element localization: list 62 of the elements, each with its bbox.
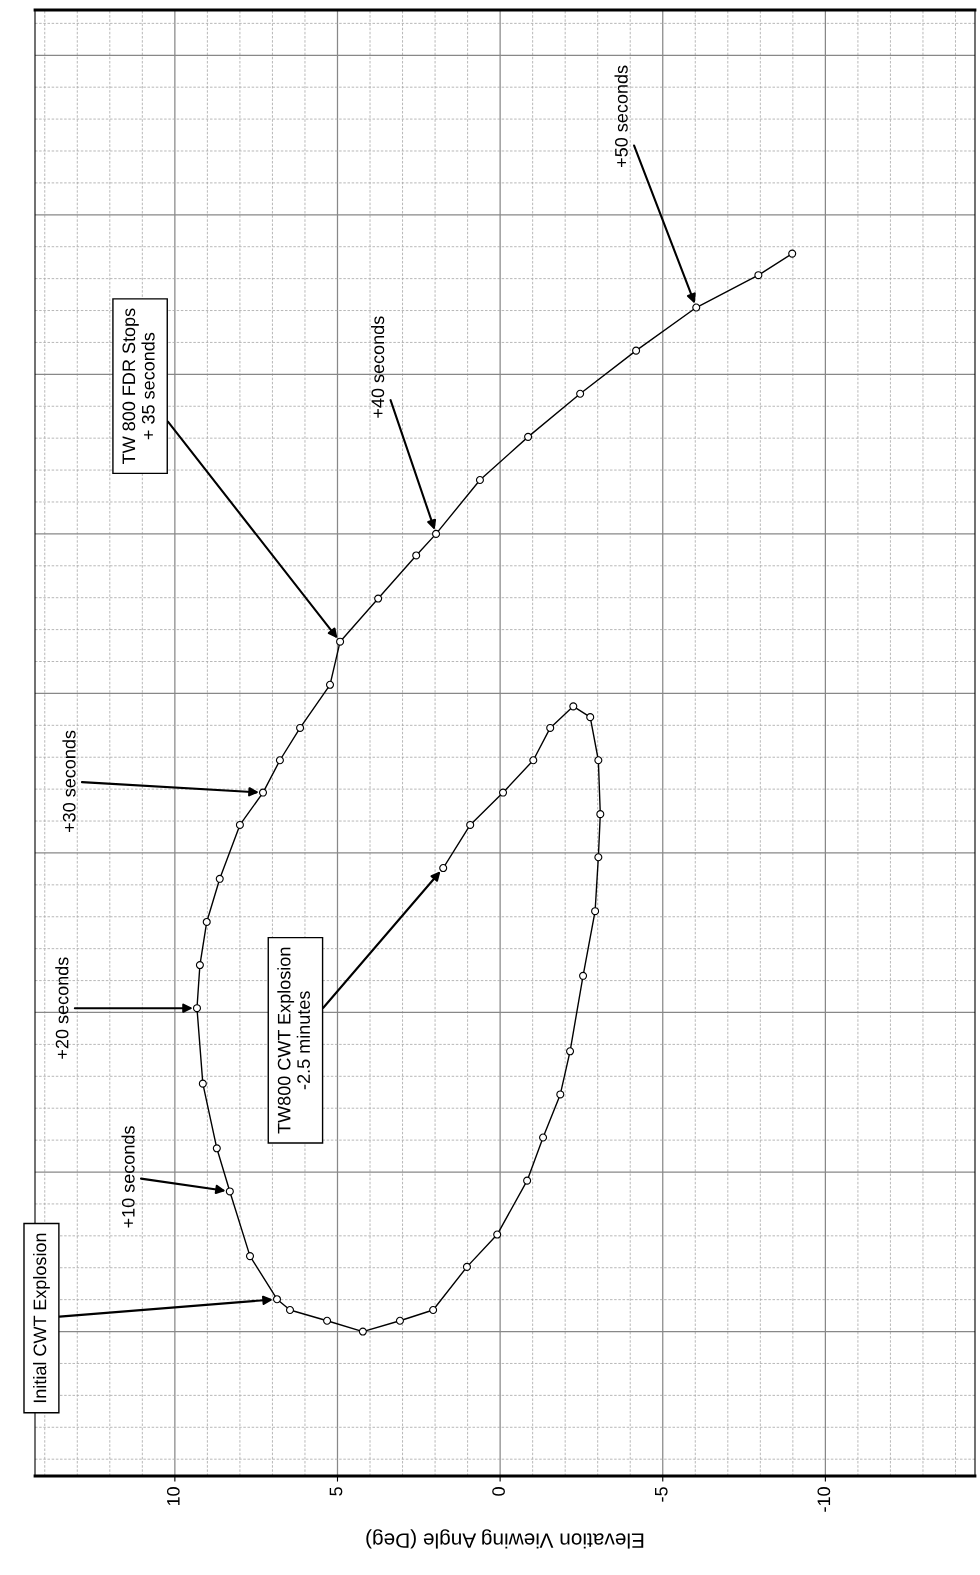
point bbox=[576, 389, 585, 398]
point bbox=[596, 810, 605, 819]
point bbox=[692, 303, 701, 312]
x-tick-label: -10 bbox=[817, 1487, 831, 1512]
point bbox=[285, 1305, 295, 1315]
point bbox=[524, 432, 533, 441]
point bbox=[466, 820, 475, 829]
point bbox=[754, 271, 763, 280]
point bbox=[594, 756, 603, 765]
point bbox=[192, 1004, 202, 1013]
x-tick-label: -5 bbox=[655, 1487, 668, 1502]
point bbox=[258, 788, 268, 797]
point bbox=[202, 917, 211, 926]
annotation: +30 seconds bbox=[62, 730, 76, 833]
point bbox=[235, 820, 244, 829]
point bbox=[212, 1144, 221, 1153]
point bbox=[198, 1079, 207, 1088]
point bbox=[546, 723, 555, 732]
point bbox=[539, 1133, 548, 1142]
annotation: TW800 CWT Explosion -2.5 minutes bbox=[277, 947, 310, 1134]
point bbox=[296, 723, 305, 732]
point bbox=[225, 1187, 234, 1196]
point bbox=[579, 971, 588, 980]
annotation: TW 800 FDR Stops + 35 seconds bbox=[122, 308, 155, 464]
point bbox=[358, 1327, 367, 1336]
point bbox=[429, 1305, 438, 1315]
point bbox=[462, 1262, 471, 1271]
point bbox=[591, 907, 600, 916]
point bbox=[529, 756, 538, 765]
point bbox=[272, 1295, 282, 1304]
annotation: Initial CWT Explosion bbox=[33, 1233, 50, 1403]
point bbox=[439, 864, 448, 873]
point bbox=[499, 788, 508, 797]
point bbox=[586, 713, 595, 722]
point bbox=[788, 249, 797, 258]
annotation: +40 seconds bbox=[370, 316, 385, 418]
point bbox=[336, 637, 345, 646]
point bbox=[493, 1230, 502, 1239]
point bbox=[566, 1047, 575, 1056]
point bbox=[632, 346, 641, 355]
point bbox=[594, 853, 603, 862]
point bbox=[432, 529, 441, 538]
point bbox=[325, 680, 335, 689]
point bbox=[395, 1316, 404, 1325]
x-tick-label: 10 bbox=[166, 1487, 180, 1506]
point bbox=[374, 594, 383, 603]
annotation: +20 seconds bbox=[55, 957, 69, 1059]
point bbox=[245, 1252, 255, 1261]
point bbox=[569, 702, 578, 711]
annotation: +50 seconds bbox=[614, 65, 628, 167]
point bbox=[275, 756, 284, 765]
x-tick-label: 5 bbox=[329, 1487, 343, 1496]
point bbox=[215, 874, 224, 883]
point bbox=[195, 961, 204, 970]
point bbox=[412, 551, 421, 560]
point bbox=[523, 1176, 532, 1185]
point bbox=[475, 475, 484, 485]
x-tick-label: 0 bbox=[492, 1487, 505, 1496]
point bbox=[556, 1090, 565, 1099]
annotation: +10 seconds bbox=[121, 1126, 135, 1228]
x-axis-title: Elevation Viewing Angle (Deg) bbox=[366, 1529, 644, 1549]
point bbox=[323, 1316, 332, 1325]
